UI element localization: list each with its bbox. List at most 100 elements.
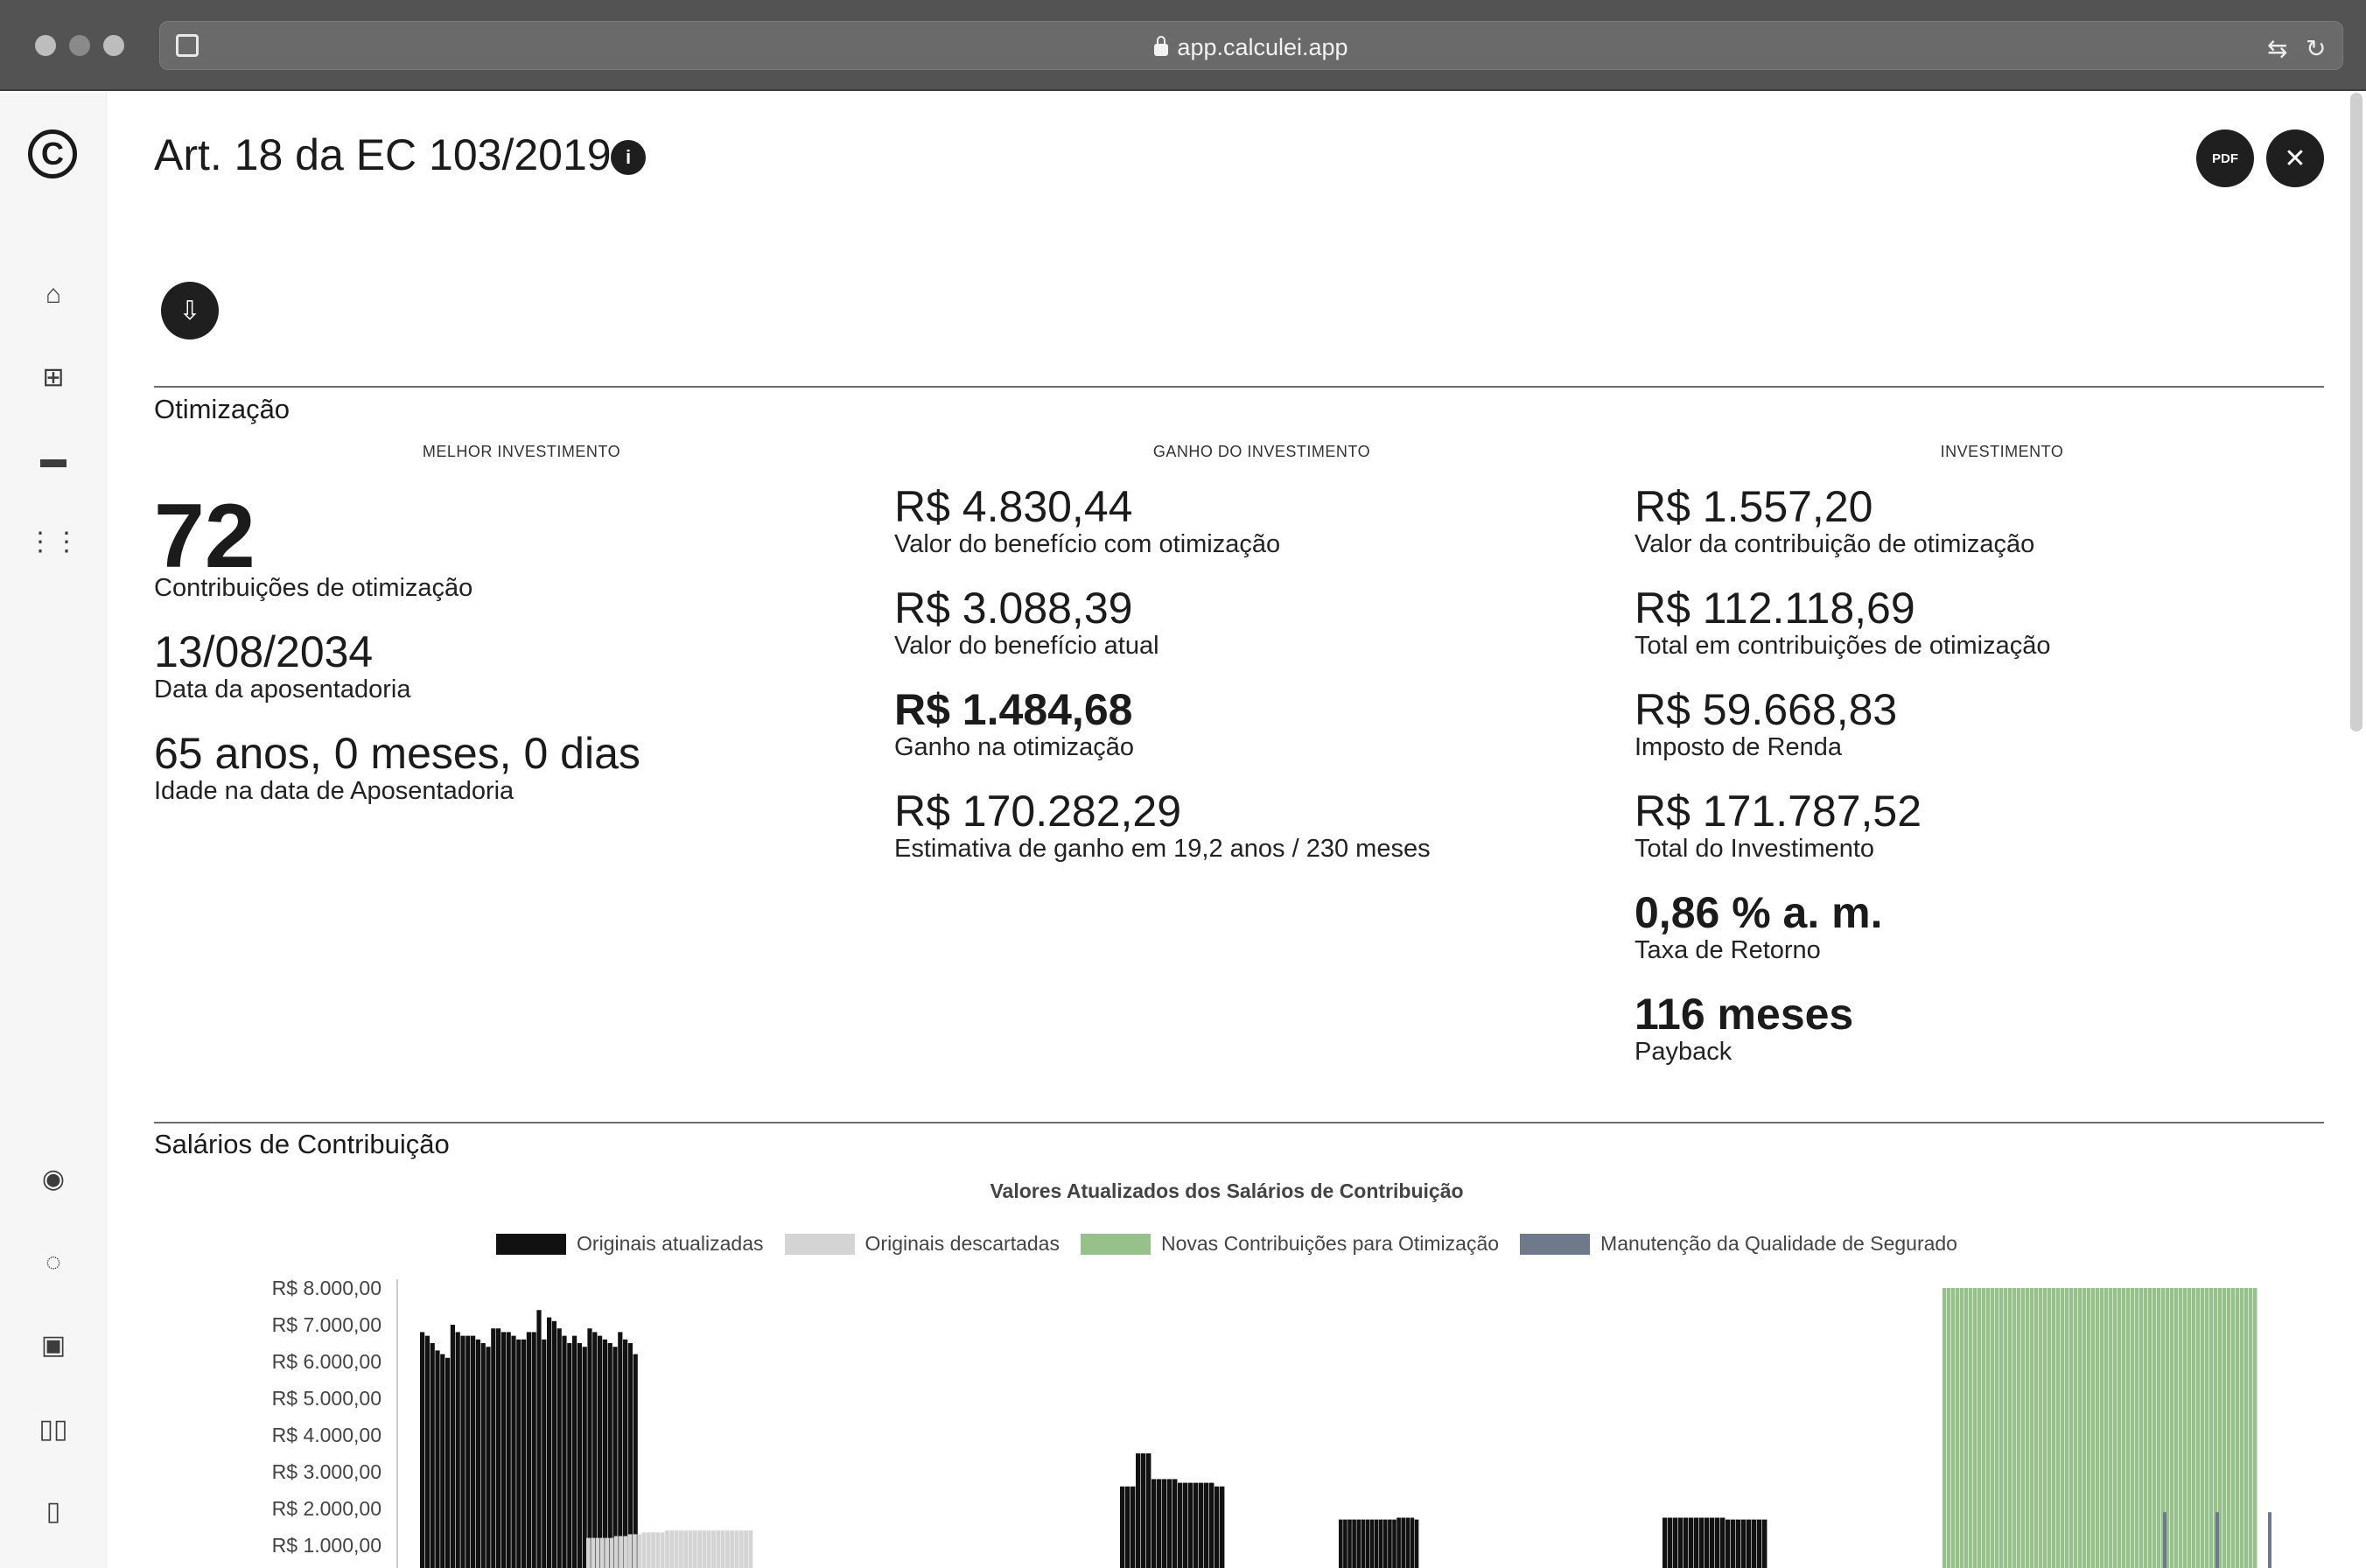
chart-bar	[2227, 1288, 2231, 1568]
chart-bar	[1414, 1519, 1419, 1568]
chart-bar	[595, 1537, 600, 1568]
chart-bar	[1973, 1288, 1978, 1568]
chart-bar	[1960, 1288, 1964, 1568]
app-logo[interactable]	[28, 130, 77, 178]
page-scrollbar[interactable]	[2350, 93, 2362, 732]
chart-bar	[2082, 1288, 2087, 1568]
chart-bar	[683, 1530, 689, 1568]
chart-bar	[2069, 1288, 2074, 1568]
chart-bar	[627, 1534, 633, 1568]
home-icon[interactable]: ⌂	[45, 280, 62, 309]
chart-bar	[2205, 1288, 2209, 1568]
chart-bar	[627, 1343, 633, 1568]
chart-bar	[582, 1347, 587, 1568]
investment-value-1: R$ 1.557,20	[1634, 482, 1873, 531]
retirement-date: 13/08/2034	[154, 627, 374, 676]
legend-label: Originais atualizadas	[577, 1232, 764, 1255]
chart-bar	[506, 1332, 511, 1568]
chart-title: Valores Atualizados dos Salários de Cont…	[990, 1180, 1464, 1202]
whatsapp-icon[interactable]: ◌	[46, 1248, 61, 1277]
folders-icon[interactable]: ▬	[40, 444, 66, 473]
investment-value-4: R$ 171.787,52	[1634, 787, 1922, 836]
book-icon[interactable]: ▯▯	[38, 1414, 68, 1444]
chart-bar	[1178, 1482, 1183, 1568]
chart-bar	[445, 1357, 451, 1568]
legend-item-originais-atualizadas[interactable]: Originais atualizadas	[496, 1232, 764, 1256]
legend-item-manutencao-qualidade[interactable]: Manutenção da Qualidade de Segurado	[1520, 1232, 1957, 1256]
y-tick-label: R$ 7.000,00	[272, 1313, 382, 1336]
chart-bar	[688, 1530, 693, 1568]
gain-label-1: Valor do benefício com otimização	[894, 530, 1281, 558]
legend-item-novas-contribuicoes[interactable]: Novas Contribuições para Otimização	[1080, 1232, 1499, 1256]
close-button[interactable]: ✕	[2266, 130, 2324, 187]
chart-bar	[2056, 1288, 2061, 1568]
contributions-label: Contribuições de otimização	[154, 574, 473, 602]
chart-bar	[435, 1350, 440, 1568]
account-icon[interactable]: ◉	[41, 1164, 66, 1194]
chart-bar	[607, 1343, 612, 1568]
chart-bar	[744, 1530, 748, 1568]
chart-bar	[2166, 1288, 2170, 1568]
chart-bar	[1995, 1288, 1999, 1568]
chart-bar	[602, 1339, 607, 1568]
reload-icon[interactable]: ↻	[2306, 35, 2327, 62]
chart-bar	[430, 1343, 435, 1568]
investment-label-2: Total em contribuições de otimização	[1634, 632, 2051, 660]
translate-icon[interactable]: ⇆	[2267, 35, 2288, 62]
chart-bar	[1365, 1519, 1370, 1568]
zoom-window-dot[interactable]	[103, 35, 124, 56]
chart-bar	[1339, 1519, 1343, 1568]
chart-bar	[1673, 1517, 1678, 1568]
chart-bar	[471, 1335, 476, 1568]
chart-bar	[1752, 1519, 1757, 1568]
chart-bar	[1982, 1288, 1986, 1568]
chart-bar	[1699, 1517, 1704, 1568]
chart-bar	[1726, 1519, 1731, 1568]
y-tick-label: R$ 8.000,00	[272, 1277, 382, 1299]
gain-label-4: Estimativa de ganho em 19,2 anos / 230 m…	[894, 835, 1431, 863]
download-file-button[interactable]: ⇩	[161, 282, 219, 340]
apps-grid-icon[interactable]: ⋮⋮	[27, 527, 80, 556]
retirement-age: 65 anos, 0 meses, 0 dias	[154, 729, 640, 778]
chart-bar	[633, 1354, 638, 1568]
add-calculation-icon[interactable]: ⊞	[42, 362, 65, 392]
chart-bar	[586, 1537, 591, 1568]
chart-bar	[2157, 1288, 2161, 1568]
chart-bar	[2052, 1288, 2056, 1568]
chart-bar	[500, 1332, 506, 1568]
chart-bar	[2109, 1288, 2113, 1568]
pdf-label: PDF	[2212, 150, 2238, 166]
chart-bar	[2196, 1288, 2201, 1568]
chart-bar	[551, 1320, 556, 1568]
chart-bar	[1684, 1517, 1689, 1568]
logout-door-icon[interactable]: ▯	[46, 1496, 61, 1526]
legend-swatch	[496, 1233, 567, 1255]
minimize-window-dot[interactable]	[69, 35, 90, 56]
chart-bar	[1172, 1479, 1178, 1568]
chart-bar	[1715, 1517, 1720, 1568]
chart-bar	[2244, 1288, 2249, 1568]
address-bar[interactable]: app.calculei.app ⇆ ↻	[159, 21, 2343, 70]
legend-item-originais-descartadas[interactable]: Originais descartadas	[784, 1232, 1060, 1256]
chart-bar	[2139, 1288, 2144, 1568]
y-tick-label: R$ 3.000,00	[272, 1460, 382, 1483]
teams-icon[interactable]: ▣	[40, 1330, 66, 1360]
chart-bar	[475, 1339, 480, 1568]
chart-bar	[466, 1335, 471, 1568]
close-window-dot[interactable]	[35, 35, 56, 56]
legend-swatch	[1520, 1233, 1591, 1255]
chart-bar	[1736, 1519, 1741, 1568]
info-icon[interactable]: i	[611, 140, 646, 175]
chart-bar	[460, 1335, 466, 1568]
chart-bar	[646, 1532, 651, 1568]
chart-bar	[2152, 1288, 2157, 1568]
chart-bar	[2183, 1288, 2188, 1568]
chart-bar	[637, 1534, 642, 1568]
chart-bar	[1689, 1517, 1694, 1568]
export-pdf-button[interactable]: PDF	[2196, 130, 2254, 187]
chart-bar	[1352, 1519, 1356, 1568]
chart-bar	[1204, 1482, 1209, 1568]
y-tick-label: R$ 4.000,00	[272, 1424, 382, 1446]
chart-bar	[496, 1328, 501, 1568]
tab-overview-icon[interactable]	[176, 34, 199, 57]
